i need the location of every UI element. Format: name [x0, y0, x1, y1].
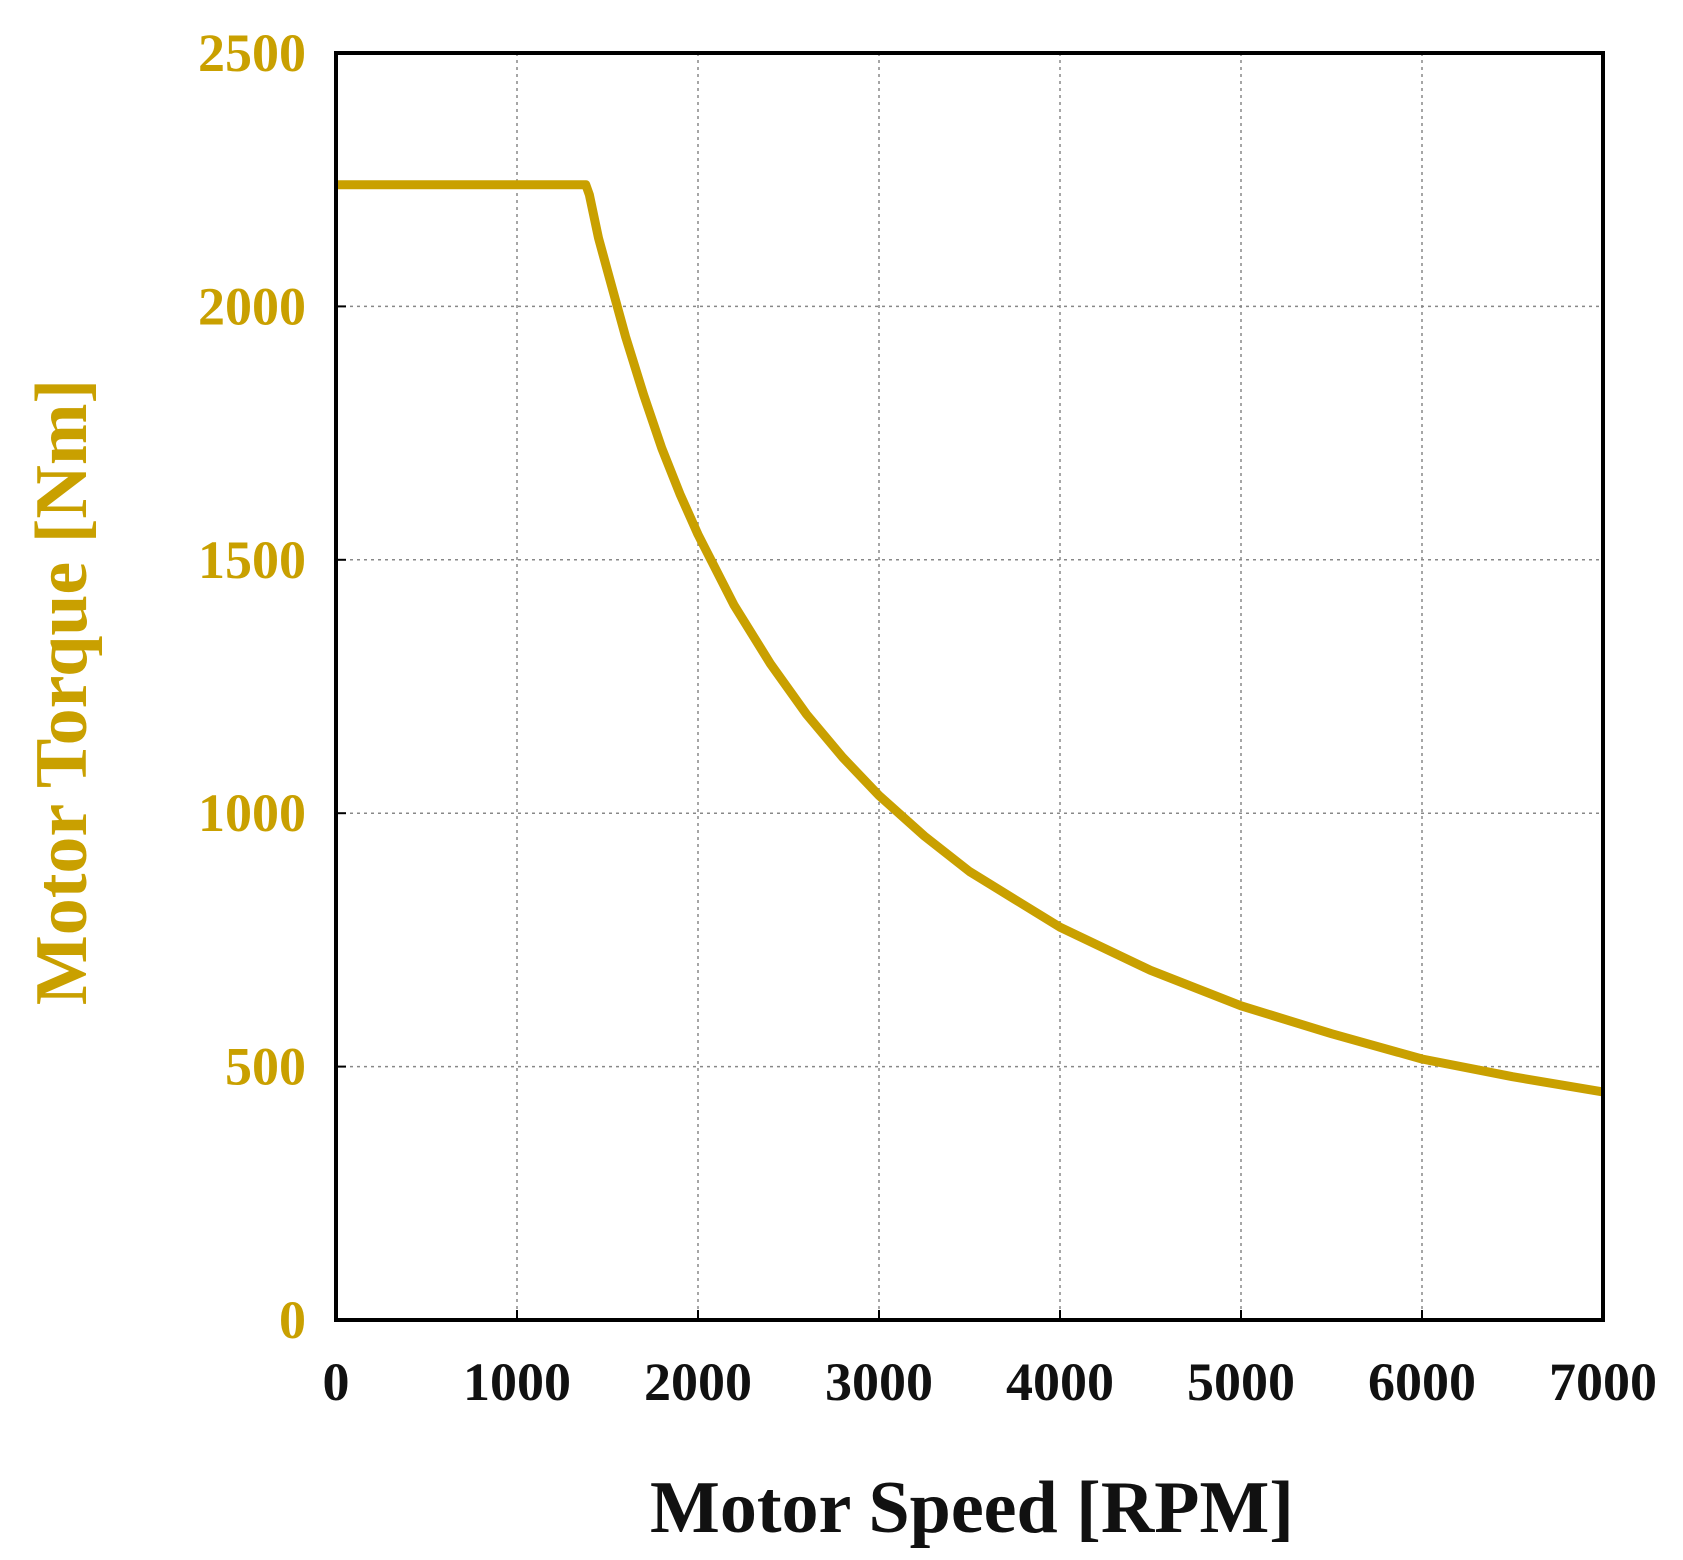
y-axis-title: Motor Torque [Nm] — [21, 379, 103, 1005]
x-tick-label: 3000 — [825, 1352, 933, 1412]
y-tick-label: 0 — [279, 1290, 306, 1350]
x-tick-labels: 0 1000 2000 3000 4000 5000 6000 7000 — [323, 1352, 1658, 1412]
series-layer — [336, 180, 1604, 1097]
x-tick-label: 1000 — [463, 1352, 571, 1412]
x-axis-title: Motor Speed [RPM] — [650, 1467, 1294, 1549]
y-tick-labels: 0 500 1000 1500 2000 2500 — [198, 23, 306, 1350]
x-tick-label: 6000 — [1368, 1352, 1476, 1412]
plot-frame — [334, 51, 1605, 1322]
x-tick-label: 0 — [323, 1352, 350, 1412]
x-tick-label: 2000 — [644, 1352, 752, 1412]
x-tick-label: 4000 — [1006, 1352, 1114, 1412]
x-tick-label: 7000 — [1549, 1352, 1657, 1412]
x-tick-label: 5000 — [1187, 1352, 1295, 1412]
y-tick-label: 1000 — [198, 783, 306, 843]
y-tick-label: 2500 — [198, 23, 306, 83]
y-tick-label: 500 — [225, 1037, 306, 1097]
y-tick-label: 1500 — [198, 530, 306, 590]
series-line-motor-torque — [336, 180, 1604, 1097]
y-tick-label: 2000 — [198, 276, 306, 336]
grid-lines — [335, 52, 1604, 1321]
